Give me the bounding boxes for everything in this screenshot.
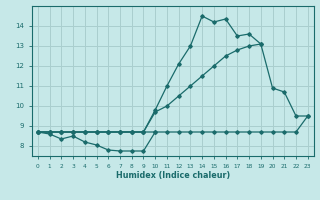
X-axis label: Humidex (Indice chaleur): Humidex (Indice chaleur) [116, 171, 230, 180]
